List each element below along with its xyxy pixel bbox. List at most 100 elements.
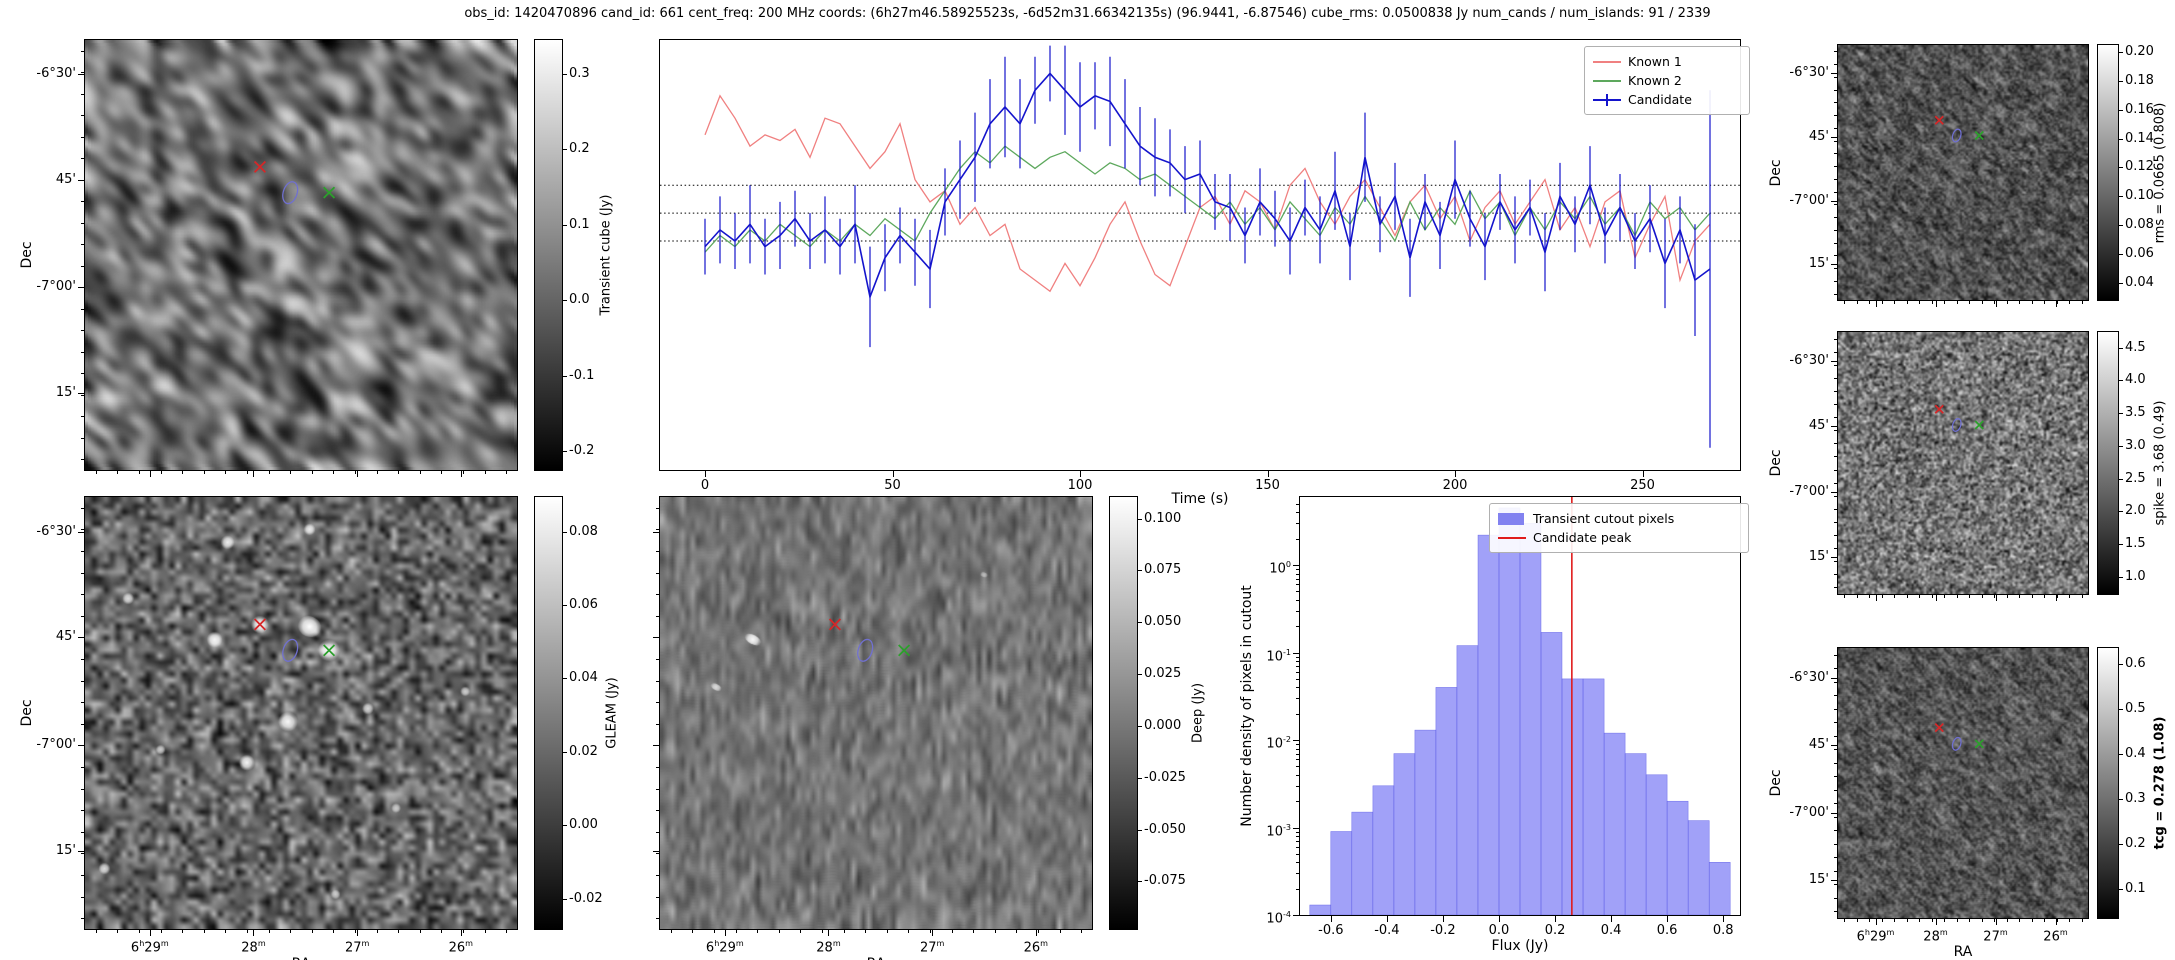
rms-colorbar-tick-label: 0.04 <box>2125 274 2154 290</box>
rms-colorbar-tick-mark <box>2119 253 2123 255</box>
tcg-colorbar-tick-label: 0.5 <box>2125 701 2146 717</box>
rms-colorbar-tick-label: 0.16 <box>2125 101 2154 117</box>
tcg-ra-tick <box>2055 919 2057 925</box>
rms-ra-minor-tick <box>1969 301 1971 304</box>
peak-line-swatch <box>1498 531 1526 545</box>
histogram-ytick-minor <box>1296 744 1299 746</box>
lightcurve-xtick-mark <box>1267 471 1269 477</box>
transient-ra-minor-tick <box>247 471 248 474</box>
tcg-dec-minor-tick <box>1834 668 1837 670</box>
spike-colorbar-tick-mark <box>2119 511 2123 513</box>
rms-dec-minor-tick <box>1834 51 1837 53</box>
legend-item-known1: Known 1 <box>1593 52 1741 71</box>
rms-colorbar-tick-label: 0.14 <box>2125 130 2154 146</box>
tcg-dec-minor-tick <box>1834 816 1837 818</box>
deep-dec-minor-tick <box>656 875 659 876</box>
gleam-ra-tick-label: 27m <box>344 939 370 956</box>
tcg-dec-tick-mark <box>1831 880 1837 882</box>
deep-ra-minor-tick <box>714 930 715 933</box>
tcg-ra-tick-label: 27m <box>1983 928 2008 945</box>
rms-dec-tick-label: 15' <box>1808 256 1829 272</box>
spike-ra-minor-tick <box>1844 595 1846 598</box>
transient-dec-tick-mark <box>78 179 84 181</box>
spike-ra-minor-tick <box>2019 595 2021 598</box>
rms-ra-minor-tick <box>1994 301 1996 304</box>
deep-dec-tick-mark <box>653 851 659 853</box>
known2-line <box>704 145 1711 253</box>
rms-colorbar-tick-mark <box>2119 109 2123 111</box>
spike-ra-minor-tick <box>2069 595 2071 598</box>
tcg-colorbar <box>2097 647 2119 919</box>
rms-colorbar-tick-mark <box>2119 167 2123 169</box>
rms-ra-minor-tick <box>1844 301 1846 304</box>
transient-colorbar-tick-mark <box>563 73 567 75</box>
gleam-dec-minor-tick <box>81 810 84 812</box>
rms-colorbar-tick-label: 0.12 <box>2125 159 2154 175</box>
deep-ra-minor-tick <box>778 930 780 933</box>
tcg-colorbar-tick-label: 0.1 <box>2125 881 2146 897</box>
transient-dec-minor-tick <box>81 373 84 375</box>
figure-title: obs_id: 1420470896 cand_id: 661 cent_fre… <box>464 6 1711 21</box>
rms-ylabel: Dec <box>1768 158 1784 187</box>
transient-ra-minor-tick <box>333 471 335 474</box>
spike-dec-tick-label: -6°30' <box>1789 352 1829 368</box>
rms-dec-minor-tick <box>1834 217 1837 219</box>
deep-colorbar-tick-mark <box>1138 674 1142 676</box>
tcg-colorbar-tick-label: 0.6 <box>2125 656 2146 672</box>
histogram-ytick-mark <box>1293 915 1299 916</box>
histogram-xtick-label: 0.2 <box>1544 923 1566 938</box>
gleam-ra-minor-tick <box>484 930 486 933</box>
rms-colorbar-tick-mark <box>2119 138 2123 140</box>
legend-label-candidate-peak: Candidate peak <box>1533 530 1632 545</box>
rms-colorbar-tick-label: 0.18 <box>2125 72 2154 88</box>
gleam-ra-minor-tick <box>376 930 378 933</box>
tcg-ra-tick <box>1935 919 1937 925</box>
spike-ra-minor-tick <box>1856 595 1858 598</box>
histogram-ytick-minor <box>1296 584 1299 586</box>
tcg-colorbar-tick-mark <box>2119 889 2123 891</box>
transient-dec-minor-tick <box>81 158 84 160</box>
gleam-colorbar-tick-label: 0.00 <box>569 817 598 833</box>
spike-dec-minor-tick <box>1834 417 1837 419</box>
tcg-dec-minor-tick <box>1834 843 1837 845</box>
rms-ra-minor-tick <box>2019 301 2021 304</box>
rms-colorbar-tick-label: 0.06 <box>2125 245 2154 261</box>
histogram-bar <box>1456 645 1479 915</box>
tcg-ra-minor-tick <box>1931 919 1933 922</box>
tcg-ra-tick-label: 6h29m <box>1856 928 1895 945</box>
deep-ra-tick-label: 27m <box>919 939 945 956</box>
spike-colorbar-tick-mark <box>2119 380 2123 382</box>
spike-colorbar-tick-mark <box>2119 347 2123 349</box>
legend-item-known2: Known 2 <box>1593 71 1741 90</box>
histogram-bar <box>1603 732 1626 915</box>
gleam-dec-tick-label: -7°00' <box>36 737 76 753</box>
rms-ra-minor-tick <box>1906 301 1908 304</box>
tcg-colorbar-tick-mark <box>2119 844 2123 846</box>
gleam-image <box>85 497 517 929</box>
gleam-colorbar-tick-label: 0.02 <box>569 743 598 759</box>
rms-dec-tick-label: -7°00' <box>1789 192 1829 208</box>
gleam-colorbar-tick-label: -0.02 <box>569 890 603 906</box>
rms-dec-minor-tick <box>1834 115 1837 117</box>
rms-dec-tick-mark <box>1831 264 1837 266</box>
histogram-xtick-mark <box>1330 916 1332 922</box>
spike-dec-minor-tick <box>1834 561 1837 563</box>
gleam-dec-minor-tick <box>81 788 84 790</box>
histogram-bar <box>1666 800 1689 915</box>
rms-ra-minor-tick <box>1856 301 1858 304</box>
rms-dec-tick-label: -6°30' <box>1789 65 1829 81</box>
rms-dec-minor-tick <box>1834 255 1837 257</box>
spike-colorbar-tick-label: 3.5 <box>2125 405 2146 421</box>
rms-dec-minor-tick <box>1834 102 1837 104</box>
gleam-colorbar-tick-label: 0.04 <box>569 670 598 686</box>
gleam-dec-minor-tick <box>81 615 84 617</box>
gleam-dec-minor-tick <box>81 918 84 920</box>
spike-ra-minor-tick <box>2056 595 2058 598</box>
histogram-bar <box>1540 632 1563 915</box>
transient-colorbar-tick-mark <box>563 375 567 377</box>
deep-dec-tick-mark <box>653 745 659 747</box>
gleam-ra-minor-tick <box>182 930 184 933</box>
deep-xlabel: RA <box>867 956 886 960</box>
deep-ra-minor-tick <box>973 930 975 933</box>
deep-dec-minor-tick <box>656 831 659 833</box>
